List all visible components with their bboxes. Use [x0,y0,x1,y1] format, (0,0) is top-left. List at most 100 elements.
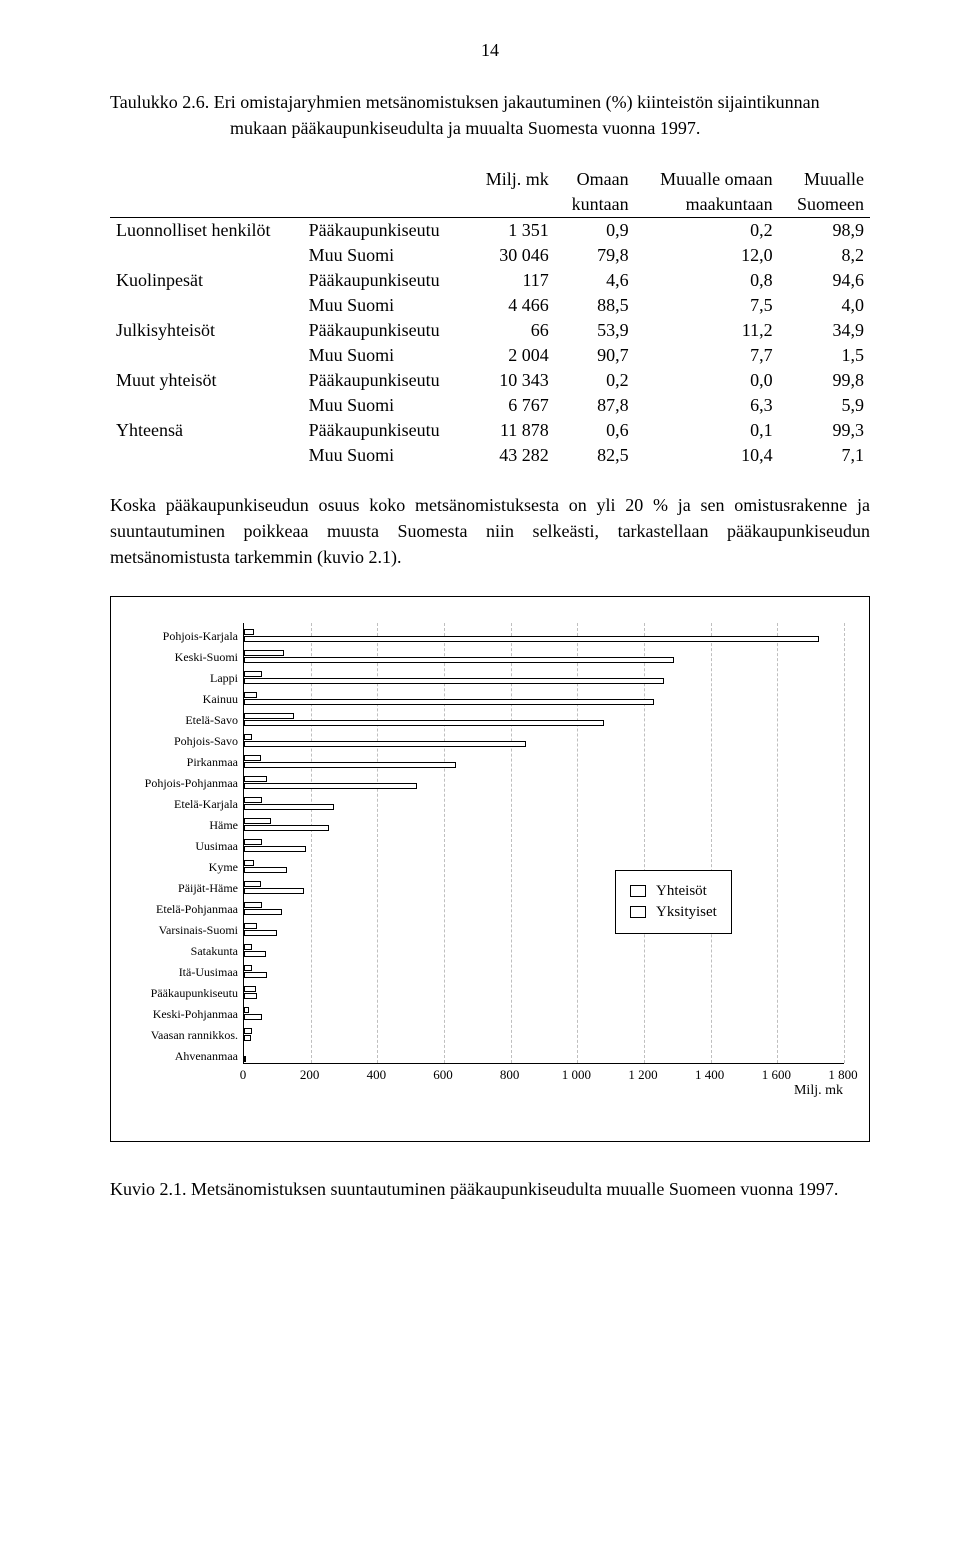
bar-yhteisot [244,755,261,761]
table-cell [110,243,303,268]
bar-row [244,944,844,958]
table-cell: 0,6 [555,418,635,443]
table-cell [110,343,303,368]
bar-yksityiset [244,678,664,684]
x-tick-label: 1 200 [628,1067,657,1083]
body-paragraph: Koska pääkaupunkiseudun osuus koko metsä… [110,492,870,570]
table-cell: Muu Suomi [303,393,468,418]
table-cell: 94,6 [779,268,870,293]
bar-yksityiset [244,867,287,873]
bar-row [244,818,844,832]
th-muualle-omaan: Muualle omaan [635,167,779,192]
bar-yhteisot [244,629,254,635]
table-cell: 30 046 [468,243,555,268]
bar-yksityiset [244,804,334,810]
table-cell: 10 343 [468,368,555,393]
x-tick-label: 1 600 [762,1067,791,1083]
bar-chart: 02004006008001 0001 2001 4001 6001 800 M… [133,623,848,1123]
bar-row [244,650,844,664]
y-category-label: Pirkanmaa [128,755,238,769]
bar-yhteisot [244,818,271,824]
table-row: YhteensäPääkaupunkiseutu11 8780,60,199,3 [110,418,870,443]
bar-row [244,776,844,790]
bar-row [244,1049,844,1063]
th-muualle: Muualle [779,167,870,192]
table-cell: 43 282 [468,443,555,468]
table-row: JulkisyhteisötPääkaupunkiseutu6653,911,2… [110,318,870,343]
table-row: Muu Suomi6 76787,86,35,9 [110,393,870,418]
table-row: Muut yhteisötPääkaupunkiseutu10 3430,20,… [110,368,870,393]
bar-yhteisot [244,902,262,908]
bar-yhteisot [244,734,252,740]
table-cell: Muut yhteisöt [110,368,303,393]
table-cell: 0,0 [635,368,779,393]
bar-yksityiset [244,741,526,747]
table-caption: Taulukko 2.6. Eri omistajaryhmien metsän… [110,89,870,141]
bar-yksityiset [244,657,674,663]
table-cell: 12,0 [635,243,779,268]
bar-yksityiset [244,699,654,705]
table-cell: Pääkaupunkiseutu [303,268,468,293]
y-category-label: Keski-Suomi [128,650,238,664]
y-category-label: Etelä-Pohjanmaa [128,902,238,916]
table-cell: Muu Suomi [303,243,468,268]
table-cell: 1,5 [779,343,870,368]
table-cell: 117 [468,268,555,293]
bar-row [244,734,844,748]
table-row: KuolinpesätPääkaupunkiseutu1174,60,894,6 [110,268,870,293]
th-kuntaan: kuntaan [555,192,635,218]
table-cell: 79,8 [555,243,635,268]
y-category-label: Kyme [128,860,238,874]
table-cell: 0,8 [635,268,779,293]
bar-row [244,713,844,727]
plot-area [243,623,844,1064]
table-cell: 34,9 [779,318,870,343]
th-suomeen: Suomeen [779,192,870,218]
table-cell: 11,2 [635,318,779,343]
bar-row [244,755,844,769]
y-category-label: Varsinais-Suomi [128,923,238,937]
table-cell: 66 [468,318,555,343]
x-tick-label: 800 [500,1067,520,1083]
legend-swatch [630,885,646,897]
x-tick-label: 0 [240,1067,247,1083]
bar-row [244,797,844,811]
bar-yhteisot [244,713,294,719]
table-row: Muu Suomi2 00490,77,71,5 [110,343,870,368]
figure-caption: Kuvio 2.1. Metsänomistuksen suuntautumin… [110,1176,870,1202]
bar-yksityiset [244,720,604,726]
table-cell: Muu Suomi [303,293,468,318]
table-row: Muu Suomi30 04679,812,08,2 [110,243,870,268]
x-tick-label: 1 800 [828,1067,857,1083]
th-maakuntaan: maakuntaan [635,192,779,218]
y-category-label: Etelä-Karjala [128,797,238,811]
table-row: Luonnolliset henkilötPääkaupunkiseutu1 3… [110,218,870,244]
y-category-label: Pääkaupunkiseutu [128,986,238,1000]
bar-yksityiset [244,846,306,852]
th-omaan: Omaan [555,167,635,192]
table-cell: Luonnolliset henkilöt [110,218,303,244]
legend-label: Yhteisöt [656,883,707,900]
page-number: 14 [110,40,870,61]
bar-yhteisot [244,881,261,887]
bar-yhteisot [244,986,256,992]
table-cell: 7,7 [635,343,779,368]
table-cell: Pääkaupunkiseutu [303,368,468,393]
legend-item: Yksityiset [630,904,717,921]
bar-yhteisot [244,671,262,677]
gridline [844,623,845,1063]
th2-blank3 [468,192,555,218]
y-category-label: Uusimaa [128,839,238,853]
table-cell: 99,8 [779,368,870,393]
table-cell: 87,8 [555,393,635,418]
table-cell: 0,9 [555,218,635,244]
legend-label: Yksityiset [656,904,717,921]
bar-yksityiset [244,1035,251,1041]
table-cell: 6,3 [635,393,779,418]
table-cell: 11 878 [468,418,555,443]
table-cell: 88,5 [555,293,635,318]
y-category-label: Häme [128,818,238,832]
bar-row [244,860,844,874]
table-cell [110,293,303,318]
table-row: Muu Suomi4 46688,57,54,0 [110,293,870,318]
